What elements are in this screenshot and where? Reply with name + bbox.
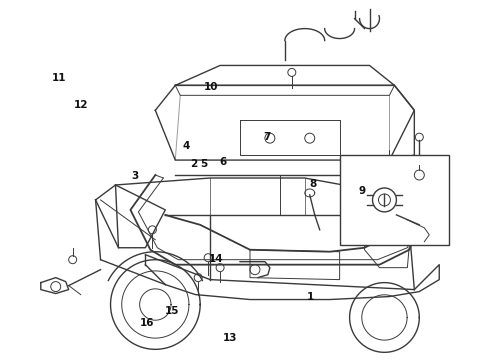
Text: 3: 3 [131, 171, 139, 181]
Text: 1: 1 [307, 292, 315, 302]
Text: 9: 9 [359, 186, 366, 196]
Text: 5: 5 [200, 159, 207, 169]
Text: 10: 10 [203, 82, 218, 92]
Text: 8: 8 [310, 179, 317, 189]
Text: 4: 4 [183, 141, 190, 151]
Text: 6: 6 [220, 157, 227, 167]
Text: 12: 12 [74, 100, 89, 110]
Text: 11: 11 [52, 73, 67, 83]
Bar [340, 155, 449, 245]
Text: 7: 7 [263, 132, 270, 142]
Text: 2: 2 [190, 159, 197, 169]
Text: 14: 14 [208, 254, 223, 264]
Text: 15: 15 [165, 306, 179, 316]
Text: 16: 16 [140, 319, 155, 328]
Text: 13: 13 [223, 333, 238, 343]
